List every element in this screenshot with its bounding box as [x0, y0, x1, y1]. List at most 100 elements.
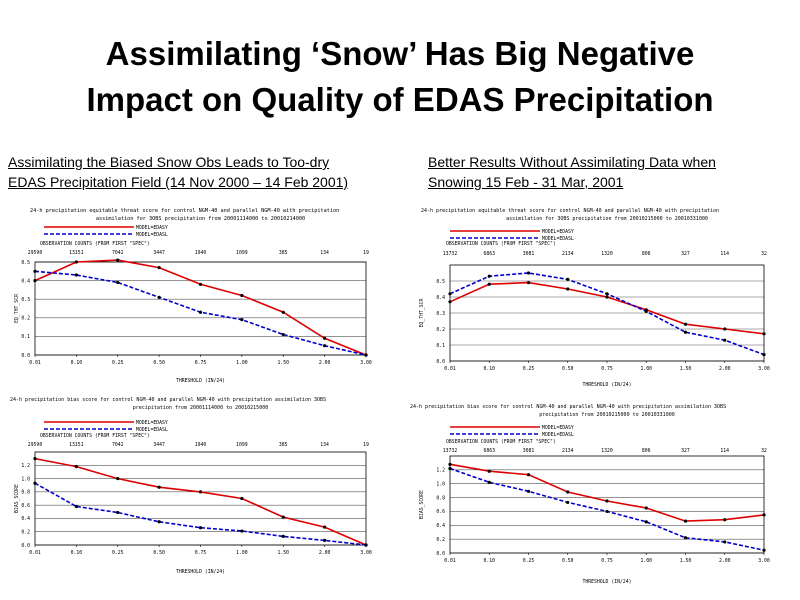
legend-label: MODEL=EDASL — [542, 432, 574, 438]
chart-title-line-1: 24-h precipitation equitable threat scor… — [421, 208, 719, 214]
x-tick-label: 0.50 — [562, 558, 574, 564]
obs-count-label: 806 — [642, 448, 651, 454]
obs-count-label: 13151 — [69, 250, 84, 256]
x-tick-label: 1.00 — [640, 558, 652, 564]
chart-title-line-1: 24-h precipitation bias score for contro… — [10, 397, 326, 403]
obs-count-label: 3081 — [523, 251, 535, 257]
data-point — [526, 271, 531, 275]
slide-title-line-2: Impact on Quality of EDAS Precipitation — [86, 81, 714, 118]
chart-title-line-2: precipitation from 20001114000 to 200102… — [133, 405, 268, 411]
data-point — [364, 543, 368, 547]
obs-count-label: 19 — [363, 250, 369, 256]
obs-count-label: 13151 — [69, 442, 84, 448]
series-line — [34, 482, 367, 546]
obs-count-label: 2134 — [562, 251, 574, 257]
x-tick-label: 0.75 — [195, 360, 207, 366]
data-point — [566, 500, 570, 505]
obs-count-label: 3447 — [153, 250, 165, 256]
data-point — [526, 281, 531, 285]
data-point — [762, 513, 766, 517]
right-caption-line-1: Better Results Without Assimilating Data… — [428, 154, 716, 170]
x-tick-label: 1.50 — [680, 558, 692, 564]
y-axis-label: BIAS_SCORE — [14, 484, 20, 513]
data-point — [723, 338, 727, 342]
obs-count-label: 114 — [720, 251, 729, 257]
obs-count-label: 327 — [681, 448, 690, 454]
obs-count-label: 3447 — [153, 442, 165, 448]
x-tick-label: 3.00 — [758, 366, 770, 372]
x-tick-label: 0.50 — [562, 366, 574, 372]
data-point — [644, 520, 648, 524]
data-point — [281, 534, 285, 538]
x-tick-label: 1.00 — [236, 360, 248, 366]
y-tick-label: 0.8 — [21, 490, 30, 496]
obs-count-label: 1320 — [601, 251, 613, 257]
obs-count-label: 114 — [720, 448, 729, 454]
data-point — [323, 344, 327, 348]
data-point — [683, 536, 688, 540]
x-tick-label: 2.00 — [319, 550, 331, 556]
legend-label: MODEL=EDASL — [542, 236, 574, 242]
x-tick-label: 0.50 — [153, 360, 165, 366]
obs-count-label: 32 — [761, 251, 767, 257]
y-tick-label: 0.4 — [436, 523, 445, 529]
x-tick-label: 0.01 — [29, 360, 41, 366]
data-point — [240, 293, 244, 298]
x-axis-label: THRESHOLD (IN/24) — [582, 579, 631, 585]
obs-counts-header: OBSERVATION COUNTS (FROM FIRST "SPEC") — [446, 241, 556, 247]
obs-count-label: 134 — [320, 250, 329, 256]
x-tick-label: 3.00 — [360, 360, 372, 366]
series-line — [449, 467, 765, 551]
data-point — [74, 504, 78, 509]
obs-count-label: 385 — [279, 442, 288, 448]
y-tick-label: 0.8 — [436, 495, 445, 501]
x-tick-label: 0.10 — [71, 550, 83, 556]
obs-count-label: 3081 — [523, 448, 535, 454]
y-tick-label: 0.6 — [436, 509, 445, 515]
obs-count-label: 806 — [642, 251, 651, 257]
chart-title-line-2: assimilation for 3OBS precipitation from… — [506, 216, 708, 222]
obs-count-label: 29590 — [28, 442, 43, 448]
data-point — [157, 485, 161, 489]
obs-count-label: 385 — [279, 250, 288, 256]
data-point — [157, 295, 161, 299]
legend-label: MODEL=EDASY — [542, 425, 574, 431]
left-caption-line-2: EDAS Precipitation Field (14 Nov 2000 – … — [8, 174, 349, 190]
obs-count-label: 7042 — [112, 442, 124, 448]
y-tick-label: 1.0 — [21, 476, 30, 482]
data-point — [157, 520, 161, 524]
data-point — [116, 510, 120, 515]
data-point — [240, 529, 244, 533]
y-tick-label: 0.0 — [436, 359, 445, 365]
y-tick-label: 0.5 — [436, 279, 445, 285]
data-point — [566, 287, 570, 291]
x-tick-label: 1.50 — [277, 360, 289, 366]
obs-count-label: 7042 — [112, 250, 124, 256]
obs-count-label: 327 — [681, 251, 690, 257]
data-point — [281, 515, 285, 519]
x-tick-label: 0.25 — [112, 550, 124, 556]
obs-count-label: 6863 — [483, 448, 495, 454]
obs-counts-header: OBSERVATION COUNTS (FROM FIRST "SPEC") — [40, 241, 150, 247]
data-point — [33, 269, 37, 273]
x-tick-label: 0.50 — [153, 550, 165, 556]
x-tick-label: 0.01 — [444, 366, 456, 372]
data-point — [323, 336, 327, 340]
data-point — [762, 353, 766, 357]
data-point — [74, 260, 78, 264]
x-tick-label: 1.00 — [640, 366, 652, 372]
data-point — [762, 332, 766, 336]
data-point — [448, 300, 452, 304]
y-axis-label: BIAS_SCORE — [419, 490, 425, 519]
x-tick-label: 0.10 — [483, 366, 495, 372]
y-tick-label: 0.2 — [21, 316, 30, 322]
x-tick-label: 2.00 — [319, 360, 331, 366]
obs-count-label: 1940 — [195, 250, 207, 256]
data-point — [33, 457, 37, 461]
data-point — [323, 538, 327, 542]
legend-label: MODEL=EDASL — [136, 232, 168, 238]
obs-counts-header: OBSERVATION COUNTS (FROM FIRST "SPEC") — [40, 433, 150, 439]
x-tick-label: 0.01 — [444, 558, 456, 564]
data-point — [605, 499, 609, 503]
